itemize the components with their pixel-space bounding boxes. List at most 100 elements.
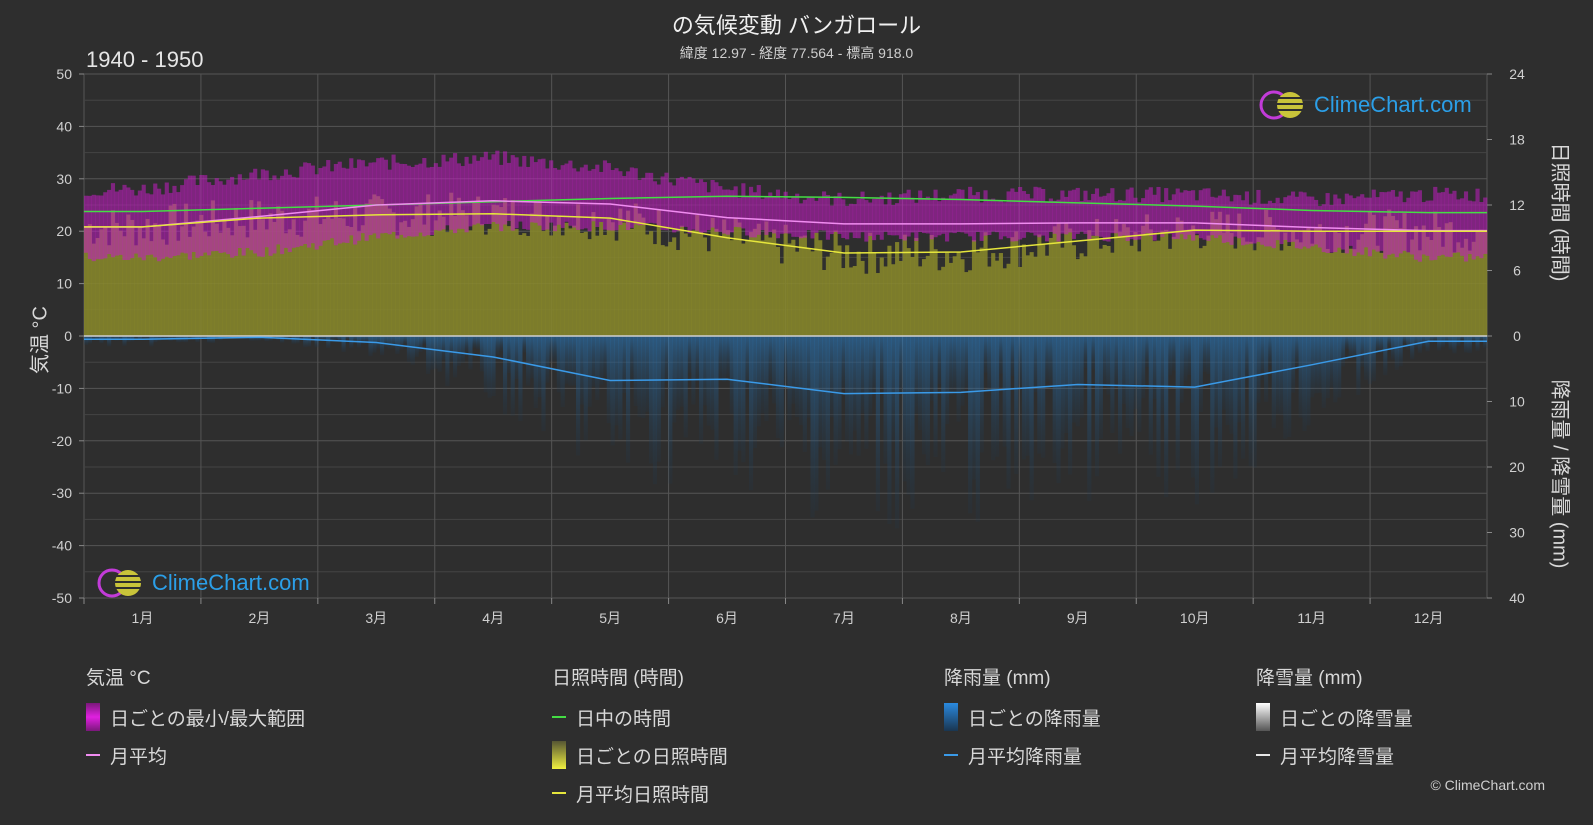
daily-rain-bar bbox=[1267, 336, 1273, 366]
daily-temp-range-bar bbox=[237, 174, 242, 249]
daily-sunshine-bar bbox=[172, 203, 177, 336]
daily-sunshine-bar bbox=[191, 226, 196, 336]
daily-temp-range-bar bbox=[1064, 196, 1069, 235]
daily-rain-bar bbox=[860, 336, 865, 414]
daily-rain-bar bbox=[971, 336, 977, 480]
daily-sunshine-bar bbox=[233, 207, 239, 336]
right-top-tick-label: 6 bbox=[1513, 263, 1521, 279]
right-bottom-tick-label: 40 bbox=[1509, 590, 1525, 606]
daily-temp-range-bar bbox=[1021, 191, 1027, 238]
daily-sunshine-bar bbox=[675, 250, 681, 336]
daily-rain-bar bbox=[426, 336, 431, 374]
daily-sunshine-bar bbox=[818, 240, 823, 336]
daily-temp-range-bar bbox=[126, 187, 131, 260]
daily-temp-range-bar bbox=[522, 155, 527, 229]
legend-label: 日中の時間 bbox=[576, 708, 672, 730]
daily-sunshine-bar bbox=[833, 230, 838, 336]
daily-temp-range-bar bbox=[902, 193, 907, 241]
daily-temp-range-bar bbox=[153, 183, 158, 258]
daily-sunshine-bar bbox=[318, 224, 323, 336]
daily-rain-bar bbox=[1102, 336, 1107, 386]
month-label: 4月 bbox=[482, 610, 504, 626]
daily-rain-bar bbox=[760, 336, 765, 414]
daily-rain-bar bbox=[368, 336, 373, 357]
daily-rain-bar bbox=[929, 336, 934, 401]
daily-rain-bar bbox=[449, 336, 454, 362]
daily-rain-bar bbox=[1183, 336, 1188, 381]
daily-rain-bar bbox=[1021, 336, 1027, 460]
daily-sunshine-bar bbox=[706, 251, 711, 336]
daily-temp-range-bar bbox=[1290, 191, 1296, 242]
daily-sunshine-bar bbox=[1448, 222, 1453, 336]
daily-rain-bar bbox=[1037, 336, 1042, 454]
daily-sunshine-bar bbox=[860, 260, 865, 336]
daily-temp-range-bar bbox=[368, 162, 373, 236]
daily-rain-bar bbox=[1479, 336, 1484, 342]
daily-temp-range-bar bbox=[187, 175, 192, 260]
daily-temp-range-bar bbox=[264, 170, 269, 248]
daily-rain-bar bbox=[406, 336, 412, 363]
daily-sunshine-bar bbox=[537, 200, 542, 336]
daily-sunshine-bar bbox=[383, 203, 388, 336]
daily-sunshine-bar bbox=[353, 204, 358, 336]
daily-rain-bar bbox=[856, 336, 861, 456]
daily-rain-bar bbox=[756, 336, 761, 427]
daily-temp-range-bar bbox=[110, 183, 116, 258]
daily-sunshine-bar bbox=[879, 257, 884, 336]
daily-temp-range-bar bbox=[718, 186, 723, 232]
logo-bottom[interactable]: ClimeChart.com bbox=[96, 566, 310, 600]
daily-sunshine-bar bbox=[176, 240, 181, 336]
logo-top[interactable]: ClimeChart.com bbox=[1258, 88, 1472, 122]
legend-temperature: 気温 °C 日ごとの最小/最大範囲 月平均 bbox=[86, 663, 305, 780]
daily-sunshine-bar bbox=[453, 216, 458, 336]
daily-temp-range-bar bbox=[1463, 191, 1469, 262]
daily-temp-range-bar bbox=[395, 162, 400, 239]
daily-sunshine-bar bbox=[226, 227, 231, 336]
daily-rain-bar bbox=[1210, 336, 1215, 493]
daily-rain-bar bbox=[664, 336, 669, 383]
daily-temp-range-bar bbox=[941, 197, 946, 234]
legend-label: 日ごとの最小/最大範囲 bbox=[110, 708, 306, 730]
daily-rain-bar bbox=[1133, 336, 1138, 409]
daily-rain-bar bbox=[1475, 336, 1480, 351]
daily-sunshine-bar bbox=[1379, 252, 1384, 336]
daily-sunshine-bar bbox=[725, 230, 731, 336]
daily-rain-bar bbox=[921, 336, 927, 455]
daily-temp-range-bar bbox=[214, 178, 219, 251]
daily-rain-bar bbox=[1187, 336, 1192, 375]
daily-rain-bar bbox=[675, 336, 681, 410]
daily-sunshine-bar bbox=[933, 249, 938, 336]
daily-sunshine-bar bbox=[1252, 250, 1257, 336]
daily-temp-range-bar bbox=[952, 193, 957, 234]
daily-sunshine-bar bbox=[906, 248, 911, 336]
daily-temp-range-bar bbox=[1033, 186, 1038, 236]
daily-sunshine-bar bbox=[568, 228, 573, 336]
daily-sunshine-bar bbox=[1310, 243, 1315, 336]
daily-rain-bar bbox=[1041, 336, 1046, 458]
daily-sunshine-bar bbox=[533, 200, 538, 336]
daily-rain-bar bbox=[491, 336, 496, 397]
daily-rain-bar bbox=[487, 336, 492, 398]
daily-sunshine-bar bbox=[760, 240, 765, 336]
daily-temp-range-bar bbox=[1121, 200, 1126, 236]
daily-rain-bar bbox=[403, 336, 408, 344]
daily-temp-range-bar bbox=[506, 162, 511, 221]
daily-temp-range-bar bbox=[695, 182, 700, 231]
daily-sunshine-bar bbox=[349, 227, 354, 336]
daily-sunshine-bar bbox=[1463, 238, 1469, 336]
daily-rain-bar bbox=[1317, 336, 1323, 393]
daily-sunshine-bar bbox=[952, 256, 957, 336]
daily-sunshine-bar bbox=[1437, 227, 1442, 336]
daily-temp-range-bar bbox=[791, 197, 796, 237]
daily-rain-bar bbox=[445, 336, 450, 387]
daily-temp-range-bar bbox=[1444, 187, 1449, 257]
daily-temp-range-bar bbox=[837, 192, 842, 234]
daily-rain-bar bbox=[822, 336, 827, 460]
daily-rain-bar bbox=[1240, 336, 1246, 459]
daily-temp-range-bar bbox=[191, 175, 196, 252]
daily-rain-bar bbox=[545, 336, 550, 383]
daily-sunshine-bar bbox=[1298, 242, 1303, 336]
daily-temp-range-bar bbox=[825, 195, 831, 240]
daily-temp-range-bar bbox=[322, 166, 327, 241]
daily-sunshine-bar bbox=[476, 196, 481, 336]
